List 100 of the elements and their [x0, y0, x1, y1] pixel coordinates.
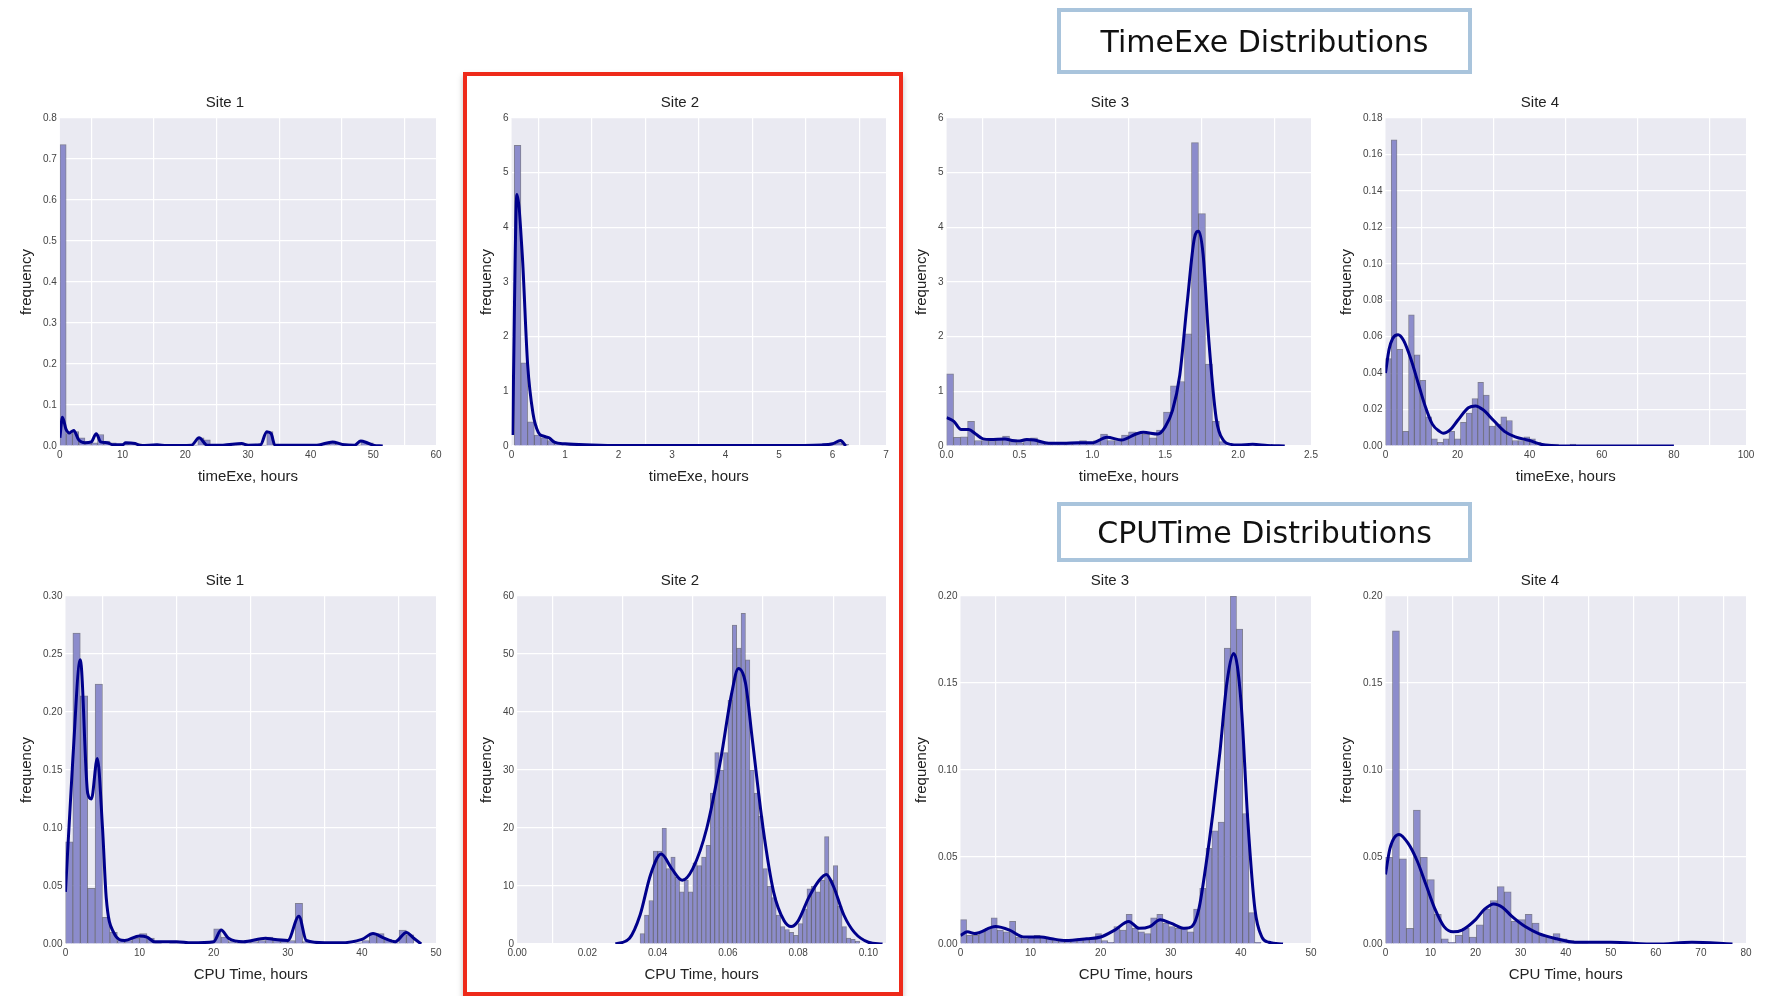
y-tick-label: 0.6 [43, 193, 58, 205]
chart-title: Site 3 [1090, 93, 1130, 111]
y-tick-label: 0.7 [43, 152, 58, 164]
y-tick-label: 0.10 [42, 821, 63, 833]
x-tick-label: 50 [1605, 946, 1617, 958]
x-tick-label: 20 [1095, 946, 1107, 958]
x-tick-label: 30 [242, 448, 254, 460]
y-tick-label: 1 [503, 385, 509, 397]
chart-title: Site 1 [205, 571, 245, 589]
y-axis-title: frequency [912, 736, 930, 803]
x-tick-label: 70 [1695, 946, 1707, 958]
y-tick-label: 3 [938, 275, 944, 287]
y-axis-title: frequency [17, 248, 35, 315]
x-tick-label: 50 [367, 448, 380, 460]
y-tick-label: 5 [938, 166, 944, 178]
x-tick-label: 5 [776, 448, 783, 460]
y-tick-label: 50 [503, 647, 515, 659]
x-tick-label: 50 [430, 946, 442, 958]
y-tick-label: 0.08 [1362, 293, 1383, 305]
y-tick-label: 0.0 [43, 439, 58, 451]
chart-title: Site 3 [1090, 571, 1130, 589]
x-axis-title: CPU Time, hours [1078, 965, 1193, 983]
x-tick-label: 100 [1737, 448, 1755, 460]
y-tick-label: 0.10 [1362, 257, 1383, 269]
x-axis-title: timeExe, hours [1515, 467, 1616, 485]
x-tick-label: 7 [883, 448, 890, 460]
x-tick-label: 0.08 [788, 946, 809, 958]
x-tick-label: 40 [1524, 448, 1536, 460]
y-tick-label: 4 [503, 221, 509, 233]
chart-title: Site 4 [1520, 93, 1560, 111]
x-tick-label: 60 [430, 448, 442, 460]
y-tick-label: 0.00 [1362, 439, 1383, 451]
y-tick-label: 30 [503, 763, 515, 775]
y-tick-label: 0.18 [1362, 111, 1383, 123]
y-axis-title: frequency [17, 736, 35, 803]
x-tick-label: 2 [615, 448, 622, 460]
chart-title: Site 1 [205, 93, 245, 111]
x-tick-label: 1 [562, 448, 569, 460]
x-axis-title: CPU Time, hours [644, 965, 759, 983]
x-tick-label: 80 [1668, 448, 1680, 460]
y-tick-label: 2 [503, 330, 509, 342]
y-axis-title: frequency [1337, 736, 1355, 803]
y-tick-label: 60 [503, 589, 515, 601]
x-tick-label: 30 [1515, 946, 1527, 958]
x-axis-title: CPU Time, hours [193, 965, 308, 983]
y-tick-label: 3 [503, 275, 509, 287]
y-tick-label: 0.2 [43, 357, 58, 369]
y-axis-title: frequency [912, 248, 930, 315]
chart-title: Site 2 [660, 93, 700, 111]
y-tick-label: 0.8 [43, 111, 58, 123]
y-tick-label: 0.15 [1362, 676, 1383, 688]
x-tick-label: 6 [829, 448, 836, 460]
x-axis-title: CPU Time, hours [1508, 965, 1623, 983]
text: TimeExe Distributions [1057, 8, 1472, 74]
x-tick-label: 0.5 [1012, 448, 1027, 460]
x-tick-label: 0.04 [647, 946, 668, 958]
x-tick-label: 40 [1235, 946, 1247, 958]
y-tick-label: 0 [508, 937, 515, 949]
chart-title: Site 4 [1520, 571, 1560, 589]
y-axis-title: frequency [477, 736, 495, 803]
y-tick-label: 0 [503, 439, 509, 451]
y-tick-label: 0.30 [42, 589, 63, 601]
x-axis-title: timeExe, hours [197, 467, 298, 485]
y-tick-label: 0.15 [937, 676, 958, 688]
y-tick-label: 0.20 [42, 705, 63, 717]
x-tick-label: 1.0 [1085, 448, 1100, 460]
y-tick-label: 0.4 [43, 275, 58, 287]
x-tick-label: 10 [134, 946, 146, 958]
x-tick-label: 60 [1596, 448, 1608, 460]
y-tick-label: 0.25 [42, 647, 63, 659]
y-tick-label: 40 [503, 705, 515, 717]
text: CPUTime Distributions [1057, 502, 1472, 562]
y-tick-label: 0.12 [1362, 221, 1383, 233]
y-tick-label: 10 [503, 879, 515, 891]
y-tick-label: 5 [503, 166, 509, 178]
y-tick-label: 0.02 [1362, 403, 1383, 415]
y-axis-title: frequency [1337, 248, 1355, 315]
y-tick-label: 0.05 [937, 850, 958, 862]
x-tick-label: 40 [1560, 946, 1572, 958]
y-tick-label: 0.04 [1362, 366, 1383, 378]
x-tick-label: 30 [282, 946, 294, 958]
x-tick-label: 3 [669, 448, 676, 460]
y-tick-label: 0.1 [43, 398, 58, 410]
x-tick-label: 0.06 [718, 946, 739, 958]
y-tick-label: 0.00 [937, 937, 958, 949]
y-tick-label: 0.16 [1362, 148, 1383, 160]
y-tick-label: 0.05 [42, 879, 63, 891]
x-tick-label: 80 [1740, 946, 1752, 958]
y-tick-label: 0.00 [42, 937, 63, 949]
x-tick-label: 10 [1025, 946, 1037, 958]
chart-title: Site 2 [660, 571, 700, 589]
x-tick-label: 2.5 [1304, 448, 1319, 460]
y-axis-title: frequency [477, 248, 495, 315]
x-tick-label: 50 [1305, 946, 1317, 958]
x-tick-label: 10 [1424, 946, 1437, 958]
x-tick-label: 40 [305, 448, 317, 460]
y-tick-label: 6 [503, 111, 509, 123]
y-tick-label: 0.14 [1362, 184, 1383, 196]
y-tick-label: 0.10 [937, 763, 958, 775]
y-tick-label: 20 [503, 821, 515, 833]
